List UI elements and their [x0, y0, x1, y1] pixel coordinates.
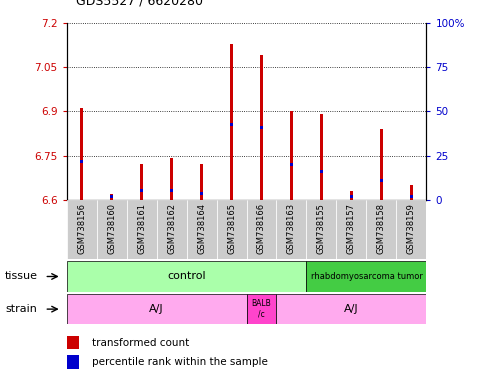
Text: control: control	[167, 271, 206, 281]
Bar	[157, 200, 186, 259]
Text: A/J: A/J	[149, 304, 164, 314]
Text: GSM738157: GSM738157	[347, 203, 356, 254]
Text: GSM738161: GSM738161	[137, 203, 146, 254]
Bar	[260, 126, 263, 129]
Text: GSM738163: GSM738163	[287, 203, 296, 254]
Bar	[97, 200, 127, 259]
Bar	[110, 194, 113, 200]
Text: GSM738160: GSM738160	[107, 203, 116, 254]
Text: percentile rank within the sample: percentile rank within the sample	[92, 357, 268, 367]
Bar	[186, 200, 216, 259]
Bar	[216, 200, 246, 259]
Bar	[350, 191, 353, 200]
Bar	[140, 164, 143, 200]
Bar	[307, 200, 336, 259]
Text: GSM738165: GSM738165	[227, 203, 236, 254]
Text: GSM738159: GSM738159	[407, 203, 416, 253]
Bar	[319, 170, 323, 173]
Bar	[336, 200, 366, 259]
Text: tissue: tissue	[5, 271, 38, 281]
Bar	[307, 261, 426, 292]
Text: BALB
/c: BALB /c	[251, 300, 271, 319]
Bar	[170, 159, 174, 200]
Text: strain: strain	[5, 304, 37, 314]
Text: GDS5527 / 6620280: GDS5527 / 6620280	[76, 0, 204, 8]
Text: GSM738164: GSM738164	[197, 203, 206, 254]
Text: rhabdomyosarcoma tumor: rhabdomyosarcoma tumor	[311, 272, 423, 281]
Bar	[290, 111, 293, 200]
Bar	[366, 200, 396, 259]
Bar	[140, 189, 143, 192]
Bar	[246, 200, 277, 259]
Bar	[277, 294, 426, 324]
Bar	[277, 200, 307, 259]
Bar	[67, 261, 307, 292]
Bar	[127, 200, 157, 259]
Bar	[67, 200, 97, 259]
Bar	[260, 55, 263, 200]
Text: GSM738158: GSM738158	[377, 203, 386, 254]
Bar	[380, 179, 383, 182]
Bar	[350, 195, 353, 198]
Bar	[230, 123, 233, 126]
Bar	[67, 294, 246, 324]
Bar	[396, 200, 426, 259]
Bar	[200, 164, 203, 200]
Text: A/J: A/J	[344, 304, 359, 314]
Bar	[80, 108, 83, 200]
Text: GSM738162: GSM738162	[167, 203, 176, 254]
Bar	[67, 355, 79, 369]
Bar	[290, 163, 293, 166]
Text: GSM738155: GSM738155	[317, 203, 326, 253]
Bar	[380, 129, 383, 200]
Bar	[410, 195, 413, 198]
Bar	[230, 44, 233, 200]
Bar	[80, 160, 83, 163]
Bar	[67, 336, 79, 349]
Bar	[110, 195, 113, 198]
Text: GSM738166: GSM738166	[257, 203, 266, 254]
Bar	[246, 294, 277, 324]
Bar	[170, 189, 174, 192]
Bar	[200, 192, 203, 195]
Text: GSM738156: GSM738156	[77, 203, 86, 254]
Bar	[410, 185, 413, 200]
Text: transformed count: transformed count	[92, 338, 189, 348]
Bar	[319, 114, 323, 200]
